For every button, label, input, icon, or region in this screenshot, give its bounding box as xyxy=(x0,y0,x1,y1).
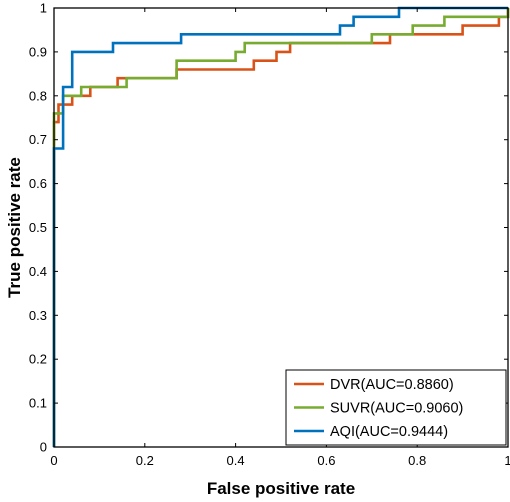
ticks: 0 0.2 0.4 0.6 0.8 1 0 0.1 0.2 0.3 0.4 0.5 0.6 0.7 0.8 0… xyxy=(29,1,510,469)
y-tick-label: 0.4 xyxy=(29,264,47,279)
legend: DVR(AUC=0.8860) SUVR(AUC=0.9060) AQI(AUC=0… xyxy=(285,369,507,446)
legend-label: DVR(AUC=0.8860) xyxy=(330,377,454,393)
roc-curve-1 xyxy=(52,8,510,447)
y-tick-label: 0.1 xyxy=(29,396,47,411)
y-tick-label: 0.3 xyxy=(29,308,47,323)
y-tick-label: 0 xyxy=(40,440,47,455)
y-tick-label: 0.6 xyxy=(29,176,47,191)
roc-curve-0 xyxy=(52,8,510,447)
y-tick-label: 0.7 xyxy=(29,132,47,147)
y-tick-label: 0.8 xyxy=(29,88,47,103)
x-tick-label: 0 xyxy=(50,453,57,468)
y-tick-label: 1 xyxy=(40,1,47,16)
legend-label: SUVR(AUC=0.9060) xyxy=(330,401,463,417)
plot-frame xyxy=(53,7,509,448)
x-tick-label: 0.6 xyxy=(317,453,335,468)
x-tick-label: 0.4 xyxy=(227,453,245,468)
roc-curve-2 xyxy=(52,6,508,447)
x-tick-label: 0.2 xyxy=(136,453,154,468)
y-tick-label: 0.9 xyxy=(29,44,47,59)
curves xyxy=(52,6,510,447)
x-axis-title: False positive rate xyxy=(207,479,355,498)
y-tick-label: 0.5 xyxy=(29,220,47,235)
y-axis-title: True positive rate xyxy=(5,157,24,298)
x-tick-label: 0.8 xyxy=(408,453,426,468)
y-tick-label: 0.2 xyxy=(29,352,47,367)
legend-label: AQI(AUC=0.9444) xyxy=(330,424,448,440)
x-tick-label: 1 xyxy=(504,453,510,468)
